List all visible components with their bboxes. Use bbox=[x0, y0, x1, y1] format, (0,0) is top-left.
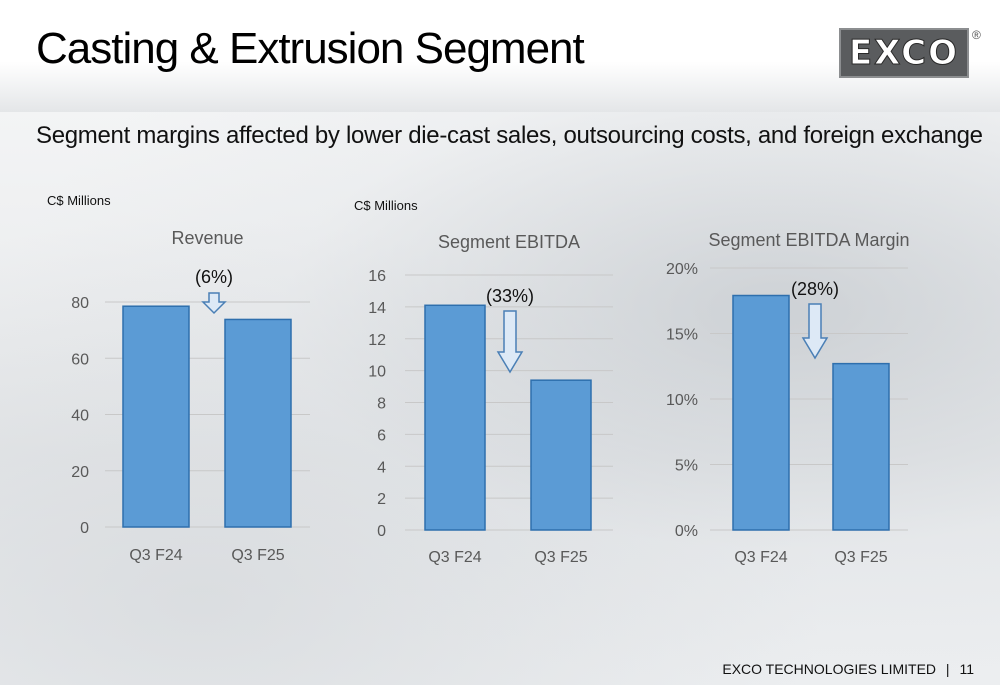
y-tick-label: 40 bbox=[71, 408, 89, 425]
chart-title: Segment EBITDA bbox=[438, 232, 580, 252]
footer: EXCO TECHNOLOGIES LIMITED | 11 bbox=[722, 661, 974, 677]
y-tick-label: 10% bbox=[666, 392, 698, 409]
y-tick-label: 16 bbox=[368, 268, 386, 285]
x-tick-label: Q3 F25 bbox=[534, 549, 587, 566]
down-arrow-icon bbox=[201, 292, 227, 315]
y-tick-label: 5% bbox=[675, 458, 698, 475]
bar-q3-f24 bbox=[424, 304, 486, 531]
change-label: (28%) bbox=[791, 279, 839, 299]
revenue-unit-label: C$ Millions bbox=[47, 193, 111, 208]
y-tick-label: 14 bbox=[368, 300, 386, 317]
y-tick-label: 0 bbox=[377, 523, 386, 540]
y-tick-label: 20 bbox=[71, 464, 89, 481]
x-tick-label: Q3 F24 bbox=[734, 549, 787, 566]
chart-title: Revenue bbox=[171, 228, 243, 248]
y-tick-label: 60 bbox=[71, 351, 89, 368]
down-arrow-icon bbox=[496, 310, 524, 374]
header-band bbox=[0, 0, 1000, 112]
y-tick-label: 0 bbox=[80, 520, 89, 537]
exco-logo: EXCO bbox=[839, 28, 969, 78]
y-tick-label: 8 bbox=[377, 396, 386, 413]
y-tick-label: 80 bbox=[71, 295, 89, 312]
y-tick-label: 20% bbox=[666, 261, 698, 278]
y-tick-label: 6 bbox=[377, 427, 386, 444]
x-tick-label: Q3 F24 bbox=[428, 549, 481, 566]
page-number: 11 bbox=[959, 661, 974, 677]
page-title: Casting & Extrusion Segment bbox=[36, 24, 585, 73]
y-tick-label: 10 bbox=[368, 364, 386, 381]
y-tick-label: 2 bbox=[377, 491, 386, 508]
footer-separator: | bbox=[945, 661, 950, 677]
change-label: (33%) bbox=[486, 286, 534, 306]
chart-title: Segment EBITDA Margin bbox=[708, 230, 909, 250]
bar-q3-f24 bbox=[122, 305, 190, 528]
bar-q3-f25 bbox=[224, 318, 292, 528]
bar-q3-f24 bbox=[732, 294, 790, 531]
y-tick-label: 4 bbox=[377, 459, 386, 476]
x-tick-label: Q3 F25 bbox=[231, 547, 284, 564]
bar-q3-f25 bbox=[832, 362, 890, 531]
ebitda-unit-label: C$ Millions bbox=[354, 198, 418, 213]
x-tick-label: Q3 F25 bbox=[834, 549, 887, 566]
y-tick-label: 15% bbox=[666, 327, 698, 344]
change-label: (6%) bbox=[195, 267, 233, 287]
registered-mark: ® bbox=[972, 28, 981, 42]
down-arrow-icon bbox=[801, 303, 829, 360]
logo-text: EXCO bbox=[848, 33, 960, 74]
footer-company: EXCO TECHNOLOGIES LIMITED bbox=[722, 661, 937, 677]
y-tick-label: 12 bbox=[368, 332, 386, 349]
slide-subtitle: Segment margins affected by lower die-ca… bbox=[36, 122, 983, 149]
y-tick-label: 0% bbox=[675, 523, 698, 540]
bar-q3-f25 bbox=[530, 379, 592, 531]
x-tick-label: Q3 F24 bbox=[129, 547, 182, 564]
